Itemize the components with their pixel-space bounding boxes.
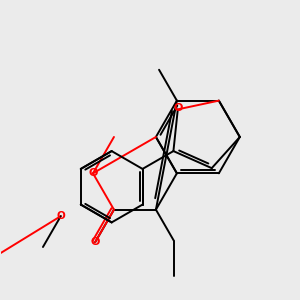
Text: O: O [88, 168, 98, 178]
Text: O: O [56, 211, 65, 221]
Text: O: O [173, 103, 182, 113]
Text: O: O [90, 237, 100, 247]
